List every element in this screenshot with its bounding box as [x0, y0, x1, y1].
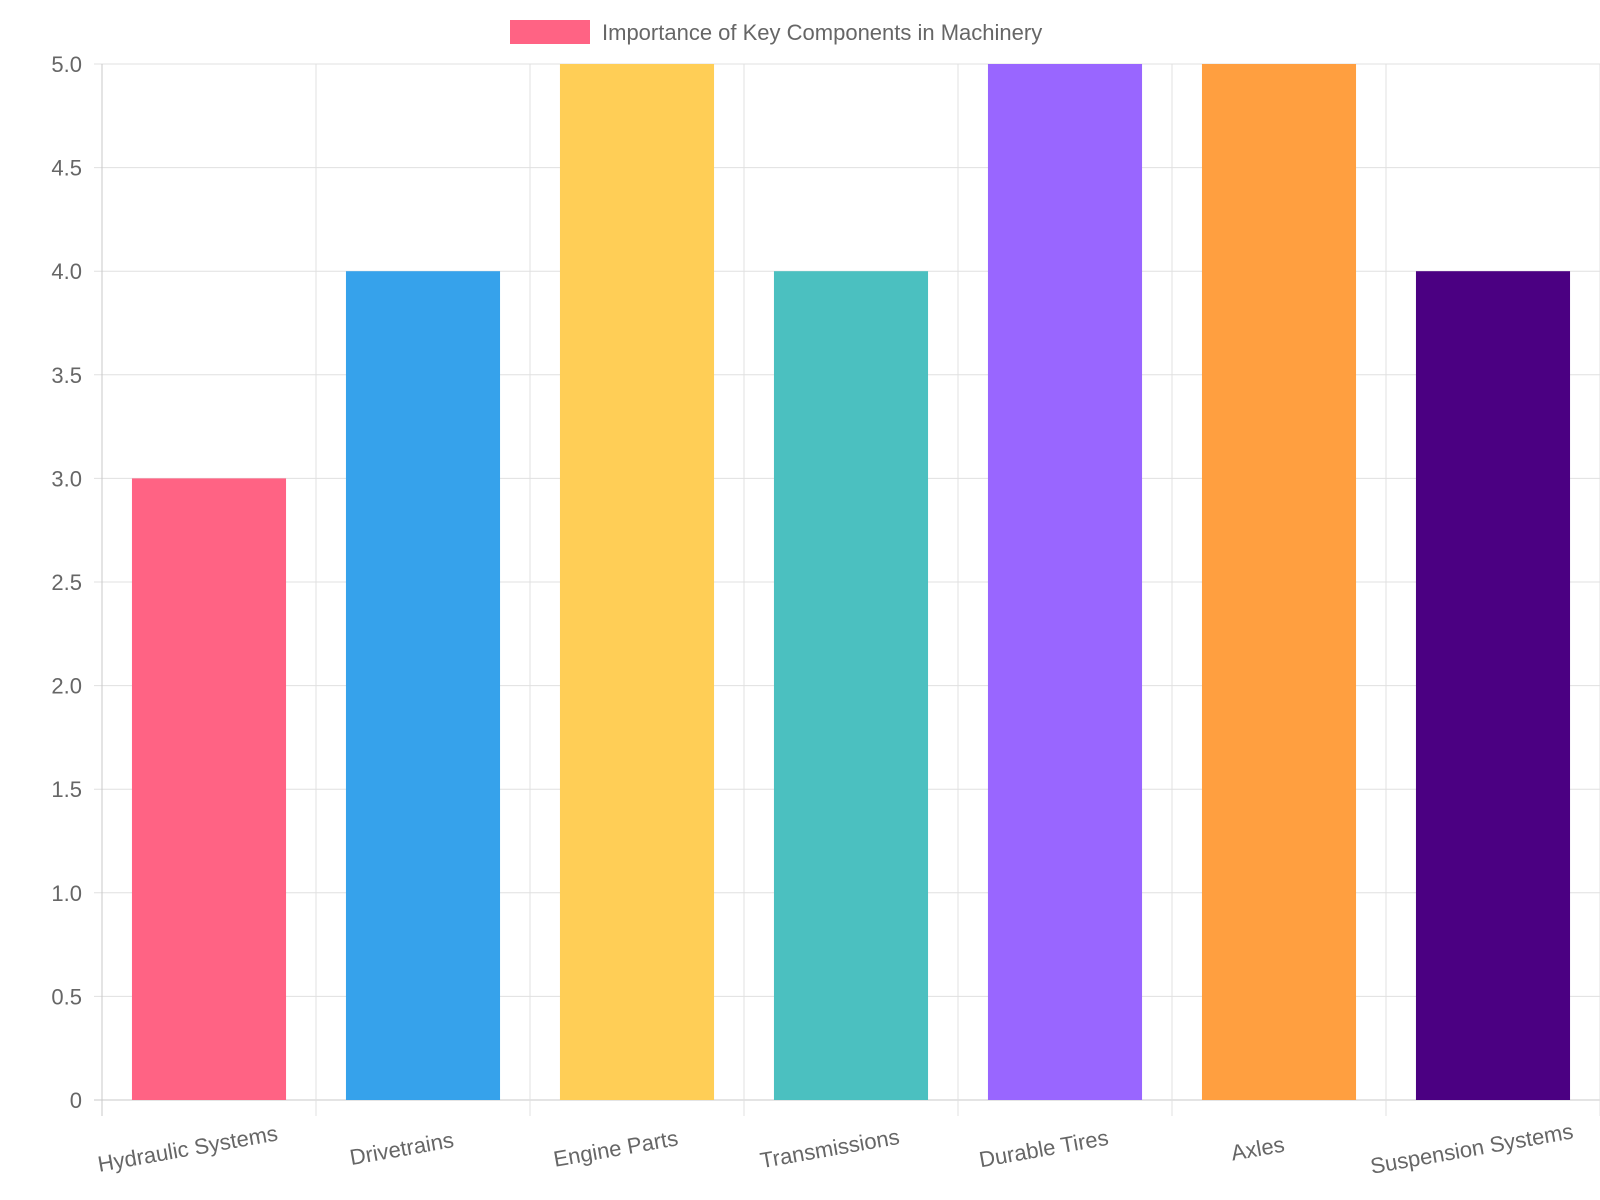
bar-suspension-systems[interactable]	[1415, 271, 1571, 1100]
x-category-label: Engine Parts	[551, 1125, 679, 1171]
x-category-label: Hydraulic Systems	[96, 1120, 280, 1176]
x-category-label: Suspension Systems	[1368, 1118, 1575, 1178]
y-tick-label: 2.0	[51, 674, 82, 699]
bar-transmissions[interactable]	[773, 271, 929, 1100]
x-category-label: Axles	[1229, 1132, 1286, 1166]
bar-hydraulic-systems[interactable]	[131, 478, 287, 1100]
bar-axles[interactable]	[1201, 64, 1357, 1100]
x-axis-labels: Hydraulic Systems Drivetrains Engine Parts…	[96, 1118, 1575, 1178]
y-tick-label: 1.0	[51, 881, 82, 906]
x-category-label: Drivetrains	[348, 1127, 456, 1170]
legend-label: Importance of Key Components in Machiner…	[602, 20, 1042, 45]
y-tick-label: 2.5	[51, 570, 82, 595]
y-tick-label: 4.5	[51, 156, 82, 181]
y-axis-ticks: 0 0.5 1.0 1.5 2.0 2.5 3.0 3.5 4.0 4.5 5.0	[51, 52, 82, 1113]
y-tick-label: 5.0	[51, 52, 82, 77]
bar-drivetrains[interactable]	[345, 271, 501, 1100]
bars	[131, 64, 1571, 1100]
legend-swatch	[510, 20, 590, 44]
x-category-label: Durable Tires	[977, 1125, 1110, 1172]
y-tick-label: 1.5	[51, 777, 82, 802]
bar-engine-parts[interactable]	[559, 64, 715, 1100]
y-tick-label: 0	[70, 1088, 82, 1113]
x-category-label: Transmissions	[758, 1124, 901, 1173]
y-tick-label: 3.5	[51, 363, 82, 388]
y-tick-label: 0.5	[51, 984, 82, 1009]
y-tick-label: 4.0	[51, 259, 82, 284]
y-tick-label: 3.0	[51, 466, 82, 491]
bar-durable-tires[interactable]	[987, 64, 1143, 1100]
legend[interactable]: Importance of Key Components in Machiner…	[510, 20, 1042, 45]
